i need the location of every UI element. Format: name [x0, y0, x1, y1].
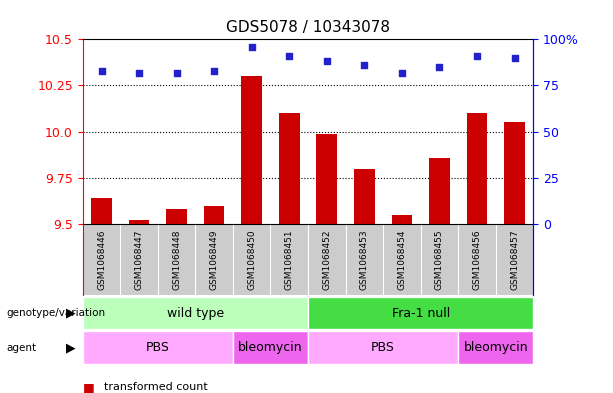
- Bar: [242, 76, 262, 224]
- Text: GSM1068456: GSM1068456: [473, 229, 481, 290]
- Text: GSM1068453: GSM1068453: [360, 229, 369, 290]
- Text: GSM1068448: GSM1068448: [172, 229, 181, 290]
- Text: bleomycin: bleomycin: [463, 341, 528, 354]
- Text: GSM1068450: GSM1068450: [247, 229, 256, 290]
- Bar: [316, 134, 337, 224]
- Text: ▶: ▶: [66, 307, 75, 320]
- Point: [247, 44, 257, 50]
- Text: wild type: wild type: [167, 307, 224, 320]
- Bar: [308, 297, 533, 329]
- Text: PBS: PBS: [371, 341, 395, 354]
- Text: transformed count: transformed count: [104, 382, 208, 393]
- Text: GSM1068455: GSM1068455: [435, 229, 444, 290]
- Bar: [91, 198, 112, 224]
- Bar: [458, 331, 533, 364]
- Text: agent: agent: [6, 343, 36, 353]
- Bar: [166, 209, 187, 224]
- Text: genotype/variation: genotype/variation: [6, 308, 105, 318]
- Text: bleomycin: bleomycin: [238, 341, 303, 354]
- Bar: [204, 206, 224, 224]
- Text: GSM1068446: GSM1068446: [97, 229, 106, 290]
- Bar: [354, 169, 375, 224]
- Point: [284, 53, 294, 59]
- Text: GSM1068451: GSM1068451: [285, 229, 294, 290]
- Point: [97, 68, 107, 74]
- Text: ■: ■: [83, 381, 94, 393]
- Text: Fra-1 null: Fra-1 null: [392, 307, 450, 320]
- Bar: [429, 158, 450, 224]
- Text: ▶: ▶: [66, 341, 75, 354]
- Point: [397, 70, 407, 76]
- Text: GSM1068457: GSM1068457: [510, 229, 519, 290]
- Text: GSM1068447: GSM1068447: [135, 229, 143, 290]
- Bar: [466, 113, 487, 224]
- Bar: [83, 224, 533, 295]
- Bar: [83, 331, 233, 364]
- Bar: [279, 113, 300, 224]
- Point: [209, 68, 219, 74]
- Bar: [504, 122, 525, 224]
- Bar: [233, 331, 308, 364]
- Point: [472, 53, 482, 59]
- Title: GDS5078 / 10343078: GDS5078 / 10343078: [226, 20, 390, 35]
- Point: [509, 55, 519, 61]
- Point: [322, 58, 332, 64]
- Text: GSM1068452: GSM1068452: [322, 229, 331, 290]
- Bar: [129, 220, 150, 224]
- Point: [359, 62, 369, 68]
- Bar: [83, 297, 308, 329]
- Point: [172, 70, 181, 76]
- Text: GSM1068449: GSM1068449: [210, 229, 219, 290]
- Text: GSM1068454: GSM1068454: [397, 229, 406, 290]
- Bar: [392, 215, 412, 224]
- Point: [435, 64, 444, 70]
- Bar: [308, 331, 458, 364]
- Point: [134, 70, 144, 76]
- Text: PBS: PBS: [146, 341, 170, 354]
